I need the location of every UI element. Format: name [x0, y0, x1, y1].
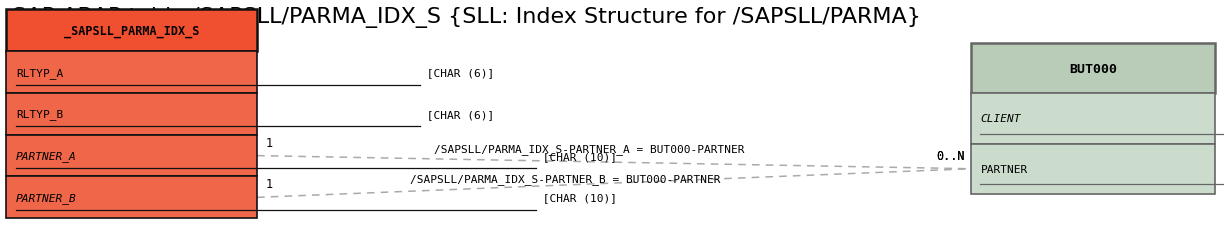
- Text: PARTNER_B: PARTNER_B: [16, 192, 77, 203]
- Text: BUT000: BUT000: [1069, 62, 1118, 75]
- Text: RLTYP_A: RLTYP_A: [16, 67, 64, 78]
- Text: _SAPSLL_PARMA_IDX_S: _SAPSLL_PARMA_IDX_S: [64, 25, 200, 38]
- Text: [CHAR (6)]: [CHAR (6)]: [420, 68, 494, 78]
- Bar: [971, 44, 1215, 94]
- Text: [CHAR (10)]: [CHAR (10)]: [536, 192, 617, 203]
- Text: 0..N: 0..N: [936, 149, 965, 162]
- Text: [CHAR (6)]: [CHAR (6)]: [420, 109, 494, 119]
- Text: [CHAR (10)]: [CHAR (10)]: [536, 151, 617, 161]
- Text: RLTYP_B: RLTYP_B: [16, 109, 64, 120]
- Bar: [6, 10, 257, 52]
- Bar: [6, 94, 257, 135]
- Bar: [971, 144, 1215, 194]
- Text: PARTNER: PARTNER: [980, 164, 1028, 174]
- Text: 1: 1: [266, 136, 273, 149]
- Bar: [6, 52, 257, 94]
- Bar: [6, 135, 257, 177]
- Text: /SAPSLL/PARMA_IDX_S-PARTNER_B = BUT000-PARTNER: /SAPSLL/PARMA_IDX_S-PARTNER_B = BUT000-P…: [410, 173, 720, 184]
- Text: 0..N: 0..N: [936, 149, 965, 162]
- Text: CLIENT: CLIENT: [980, 114, 1021, 124]
- Bar: [971, 94, 1215, 144]
- Text: PARTNER_A: PARTNER_A: [16, 150, 77, 161]
- Text: 1: 1: [266, 178, 273, 191]
- Text: SAP ABAP table /SAPSLL/PARMA_IDX_S {SLL: Index Structure for /SAPSLL/PARMA}: SAP ABAP table /SAPSLL/PARMA_IDX_S {SLL:…: [12, 7, 922, 28]
- Bar: [6, 177, 257, 218]
- Text: /SAPSLL/PARMA_IDX_S-PARTNER_A = BUT000-PARTNER: /SAPSLL/PARMA_IDX_S-PARTNER_A = BUT000-P…: [435, 143, 744, 154]
